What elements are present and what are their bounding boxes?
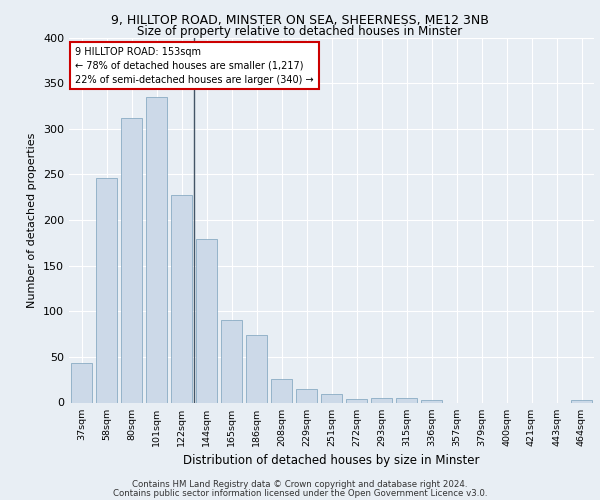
Bar — [146, 97, 167, 402]
Bar — [221, 320, 242, 402]
Bar — [296, 389, 317, 402]
Y-axis label: Number of detached properties: Number of detached properties — [28, 132, 37, 308]
Bar — [371, 398, 392, 402]
Bar — [246, 335, 267, 402]
Bar — [171, 196, 192, 402]
Text: Size of property relative to detached houses in Minster: Size of property relative to detached ho… — [137, 25, 463, 38]
Bar — [346, 399, 367, 402]
X-axis label: Distribution of detached houses by size in Minster: Distribution of detached houses by size … — [183, 454, 480, 467]
Text: Contains public sector information licensed under the Open Government Licence v3: Contains public sector information licen… — [113, 489, 487, 498]
Bar — [196, 239, 217, 402]
Text: Contains HM Land Registry data © Crown copyright and database right 2024.: Contains HM Land Registry data © Crown c… — [132, 480, 468, 489]
Bar — [71, 364, 92, 403]
Text: 9 HILLTOP ROAD: 153sqm
← 78% of detached houses are smaller (1,217)
22% of semi-: 9 HILLTOP ROAD: 153sqm ← 78% of detached… — [76, 46, 314, 84]
Text: 9, HILLTOP ROAD, MINSTER ON SEA, SHEERNESS, ME12 3NB: 9, HILLTOP ROAD, MINSTER ON SEA, SHEERNE… — [111, 14, 489, 27]
Bar — [271, 379, 292, 402]
Bar — [96, 178, 117, 402]
Bar — [321, 394, 342, 402]
Bar — [571, 400, 592, 402]
Bar — [396, 398, 417, 402]
Bar — [121, 118, 142, 403]
Bar — [421, 400, 442, 402]
